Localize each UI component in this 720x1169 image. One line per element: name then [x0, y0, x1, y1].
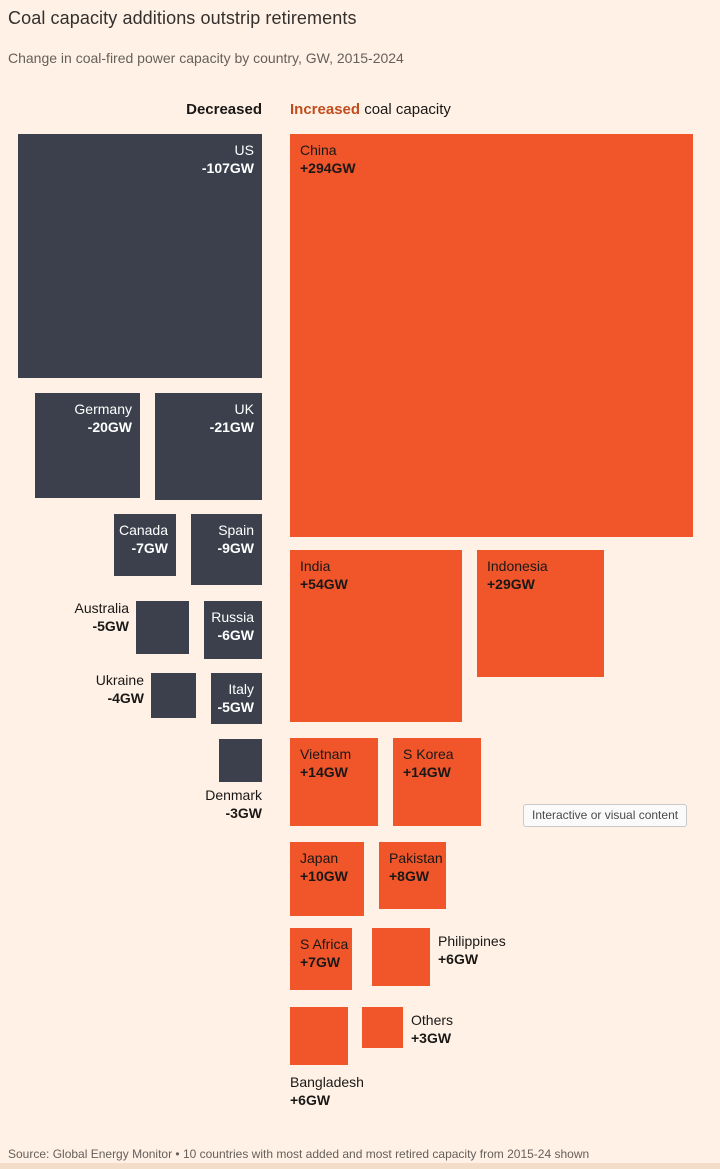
tile-pakistan: Pakistan +8GW [379, 842, 446, 909]
tile-value: -5GW [92, 618, 129, 634]
tile-value: -107GW [201, 160, 254, 176]
tile-country-name: Italy [228, 681, 254, 697]
tile-value: +29GW [487, 576, 535, 592]
tile-label-germany: Germany -20GW [74, 400, 132, 436]
tile-vietnam: Vietnam +14GW [290, 738, 378, 826]
page-subtitle: Change in coal-fired power capacity by c… [8, 50, 404, 66]
tile-country-name: Ukraine [95, 672, 144, 688]
tile-value: -4GW [107, 690, 144, 706]
tile-value: +14GW [300, 764, 348, 780]
tile-label-vietnam: Vietnam +14GW [300, 745, 351, 781]
tile-country-name: Germany [74, 401, 132, 417]
tile-value: +14GW [403, 764, 451, 780]
tile-label-pakistan: Pakistan +8GW [389, 849, 443, 885]
tile-country-name: Japan [300, 850, 339, 866]
tile-russia: Russia -6GW [204, 601, 262, 659]
tile-indonesia: Indonesia +29GW [477, 550, 604, 677]
increased-suffix: coal capacity [360, 101, 451, 118]
tile-label-indonesia: Indonesia +29GW [487, 557, 548, 593]
tile-s-africa: S Africa +7GW [290, 928, 352, 990]
increased-word: Increased [290, 101, 361, 118]
tile-japan: Japan +10GW [290, 842, 364, 916]
decreased-column-header: Decreased [186, 101, 262, 118]
tile-value: +10GW [300, 868, 348, 884]
tile-country-name: UK [234, 401, 254, 417]
tile-value: -21GW [209, 419, 254, 435]
tile-label-india: India +54GW [300, 557, 348, 593]
tile-country-name: Pakistan [389, 850, 443, 866]
tile-spain: Spain -9GW [191, 514, 262, 585]
tile-country-name: Spain [218, 522, 254, 538]
tile-label-uk: UK -21GW [210, 400, 254, 436]
tile-label-us: US -107GW [202, 141, 254, 177]
tile-label-russia: Russia -6GW [211, 608, 254, 644]
tile-country-name: Indonesia [487, 558, 548, 574]
tile-india: India +54GW [290, 550, 462, 722]
tile-china: China +294GW [290, 134, 693, 537]
tile-value: +294GW [300, 160, 356, 176]
tile-value: +3GW [411, 1030, 452, 1046]
tile-country-name: India [300, 558, 331, 574]
tile-country-name: Russia [211, 609, 254, 625]
tile-value: +6GW [290, 1092, 331, 1108]
bottom-strip [0, 1163, 720, 1169]
tile-label-s-korea: S Korea +14GW [403, 745, 454, 781]
tile-label-s-africa: S Africa +7GW [300, 935, 348, 971]
tile-label-italy: Italy -5GW [217, 680, 254, 716]
tile-value: -5GW [217, 699, 254, 715]
tile-country-name: Denmark [205, 787, 262, 803]
tile-value: +7GW [300, 954, 341, 970]
tile-denmark [219, 739, 262, 782]
tile-country-name: Canada [118, 522, 168, 538]
tile-others [362, 1007, 403, 1048]
tile-value: -3GW [225, 805, 262, 821]
tile-label-philippines: Philippines +6GW [438, 932, 506, 968]
increased-column-header: Increased coal capacity [290, 101, 451, 118]
tile-label-ukraine: Ukraine -4GW [96, 671, 144, 707]
tile-s-korea: S Korea +14GW [393, 738, 481, 826]
tile-value: +54GW [300, 576, 348, 592]
tile-country-name: S Korea [403, 746, 454, 762]
tile-label-spain: Spain -9GW [217, 521, 254, 557]
tile-label-japan: Japan +10GW [300, 849, 348, 885]
tile-australia [136, 601, 189, 654]
tile-label-canada: Canada -7GW [119, 521, 168, 557]
tile-label-others: Others +3GW [411, 1011, 453, 1047]
tile-country-name: Australia [74, 600, 129, 616]
tile-value: +6GW [438, 951, 479, 967]
tile-value: -9GW [217, 540, 254, 556]
tile-value: -6GW [217, 627, 254, 643]
tile-germany: Germany -20GW [35, 393, 140, 498]
interactive-content-chip[interactable]: Interactive or visual content [523, 804, 688, 827]
tile-value: +8GW [389, 868, 430, 884]
tile-country-name: US [234, 142, 254, 158]
page-title: Coal capacity additions outstrip retirem… [8, 8, 357, 28]
tile-label-china: China +294GW [300, 141, 356, 177]
tile-country-name: Bangladesh [290, 1074, 364, 1090]
tile-country-name: Vietnam [300, 746, 352, 762]
tile-uk: UK -21GW [155, 393, 262, 500]
tile-italy: Italy -5GW [211, 673, 262, 724]
tile-country-name: China [300, 142, 337, 158]
tile-label-bangladesh: Bangladesh +6GW [290, 1073, 364, 1109]
tile-label-denmark: Denmark -3GW [205, 786, 262, 822]
tile-value: -7GW [131, 540, 168, 556]
tile-value: -20GW [87, 419, 132, 435]
tile-label-australia: Australia -5GW [75, 599, 129, 635]
tile-ukraine [151, 673, 196, 718]
tile-country-name: S Africa [300, 936, 349, 952]
tile-bangladesh [290, 1007, 348, 1065]
tile-philippines [372, 928, 430, 986]
tile-country-name: Others [411, 1012, 454, 1028]
tile-country-name: Philippines [438, 933, 506, 949]
source-note: Source: Global Energy Monitor • 10 count… [8, 1147, 590, 1161]
tile-us: US -107GW [18, 134, 262, 378]
tile-canada: Canada -7GW [114, 514, 176, 576]
